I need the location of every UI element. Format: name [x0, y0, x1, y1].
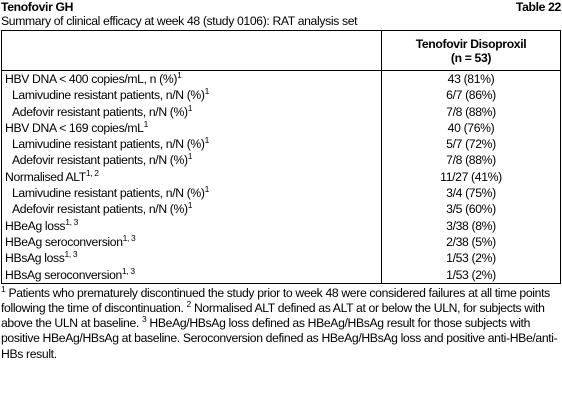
blank-header-cell: [1, 30, 382, 71]
footnote-ref: 1: [204, 86, 210, 97]
footnote-ref: 1: [187, 102, 193, 113]
row-label-cell: HBV DNA < 169 copies/mL1: [1, 118, 382, 137]
footnote-ref: 1: [204, 184, 210, 195]
sub-row: Adefovir resistant patients, n/N (%)1 3/5…: [1, 200, 561, 218]
value-cell: 11/27 (41%): [381, 168, 561, 186]
header-row: Tenofovir Disoproxil (n = 53): [1, 30, 561, 71]
row-label-cell: Adefovir resistant patients, n/N (%)1: [1, 151, 382, 169]
sub-row: Adefovir resistant patients, n/N (%)1 7/8…: [1, 102, 561, 120]
row-label-cell: Normalised ALT1, 2: [1, 167, 382, 186]
value-cell: 43 (81%): [381, 70, 561, 88]
row-label-cell: Adefovir resistant patients, n/N (%)1: [1, 200, 382, 218]
value-cell: 7/8 (88%): [381, 103, 561, 120]
row-label-cell: Adefovir resistant patients, n/N (%)1: [1, 102, 382, 120]
row-label-cell: HBsAg loss1, 3: [1, 249, 382, 267]
row-label-cell: Lamivudine resistant patients, n/N (%)1: [1, 86, 382, 104]
column-name: Tenofovir Disoproxil: [415, 37, 527, 51]
row-label: Adefovir resistant patients, n/N (%): [12, 153, 188, 168]
row-label: Lamivudine resistant patients, n/N (%): [12, 186, 205, 201]
row-label: HBV DNA < 169 copies/mL: [5, 120, 144, 135]
row: Normalised ALT1, 2 11/27 (41%): [1, 167, 561, 186]
header: Tenofovir GH Table 22: [1, 0, 561, 14]
row: HBsAg seroconversion1, 3 1/53 (2%): [1, 265, 561, 284]
footnote-number: 2: [186, 299, 192, 310]
row-label-cell: HBV DNA < 400 copies/mL, n (%)1: [1, 70, 382, 88]
row-label: HBeAg seroconversion: [5, 234, 123, 249]
row-label: HBV DNA < 400 copies/mL, n (%): [5, 72, 178, 86]
sub-row: Lamivudine resistant patients, n/N (%)1 6…: [1, 86, 561, 104]
row: HBsAg loss1, 3 1/53 (2%): [1, 249, 561, 267]
row-label-cell: HBeAg loss1, 3: [1, 216, 382, 234]
row-label: Lamivudine resistant patients, n/N (%): [12, 137, 205, 152]
row-label: Adefovir resistant patients, n/N (%): [12, 104, 188, 119]
sub-row: Lamivudine resistant patients, n/N (%)1 5…: [1, 135, 561, 153]
footnote-ref: 1, 2: [85, 167, 99, 178]
row: HBeAg seroconversion1, 3 2/38 (5%): [1, 232, 561, 251]
row-label: HBeAg loss: [5, 218, 66, 233]
caption: Summary of clinical efficacy at week 48 …: [1, 14, 358, 28]
footnote-text: Normalised ALT defined as ALT at or belo…: [1, 301, 545, 331]
value-cell: 6/7 (86%): [381, 87, 561, 104]
table-number: Table 22: [515, 0, 561, 14]
value-cell: 3/5 (60%): [381, 201, 561, 218]
value-cell: 1/53 (2%): [381, 266, 561, 284]
row: HBeAg loss1, 3 3/38 (8%): [1, 216, 561, 234]
row-label-cell: Lamivudine resistant patients, n/N (%)1: [1, 135, 382, 153]
header-title: Tenofovir GH: [1, 0, 74, 14]
sub-row: Lamivudine resistant patients, n/N (%)1 3…: [1, 184, 561, 202]
footnote-ref: 1: [177, 70, 182, 80]
value-cell: 3/4 (75%): [381, 185, 561, 202]
column-header: Tenofovir Disoproxil (n = 53): [381, 30, 561, 71]
row-label: Lamivudine resistant patients, n/N (%): [12, 88, 205, 103]
footnote-ref: 1, 3: [121, 265, 135, 276]
value-cell: 1/53 (2%): [381, 250, 561, 267]
footnote-text: HBeAg/HBsAg loss defined as HBeAg/HBsAg …: [1, 316, 558, 361]
row: HBV DNA < 400 copies/mL, n (%)1 43 (81%): [1, 70, 561, 88]
footnote-number: 3: [141, 314, 147, 325]
footnote-ref: 1, 3: [65, 216, 78, 227]
footnote-ref: 1: [204, 135, 210, 146]
row-label: Adefovir resistant patients, n/N (%): [12, 202, 188, 217]
footnote-ref: 1: [187, 200, 193, 211]
row-label-cell: HBsAg seroconversion1, 3: [1, 265, 382, 284]
row: HBV DNA < 169 copies/mL1 40 (76%): [1, 118, 561, 137]
row-label: HBsAg loss: [5, 251, 65, 266]
row-label-cell: Lamivudine resistant patients, n/N (%)1: [1, 184, 382, 202]
value-cell: 5/7 (72%): [381, 136, 561, 153]
table-body: Tenofovir Disoproxil (n = 53) HBV DNA < …: [1, 30, 561, 284]
footnote-ref: 1, 3: [64, 249, 78, 260]
column-n: (n = 53): [450, 51, 492, 65]
value-cell: 2/38 (5%): [381, 233, 561, 251]
footnote-number: 1: [1, 283, 6, 294]
row-label-cell: HBeAg seroconversion1, 3: [1, 232, 382, 251]
footnote-ref: 1, 3: [122, 232, 136, 243]
footnote-ref: 1: [143, 118, 149, 129]
footnotes: 1 Patients who prematurely discontinued …: [1, 283, 561, 362]
value-cell: 7/8 (88%): [381, 152, 561, 169]
row-label: HBsAg seroconversion: [5, 267, 122, 282]
value-cell: 40 (76%): [381, 119, 561, 137]
sub-row: Adefovir resistant patients, n/N (%)1 7/8…: [1, 151, 561, 169]
efficacy-table: Tenofovir Disoproxil (n = 53) HBV DNA < …: [1, 30, 561, 284]
footnote-text: Patients who prematurely discontinued th…: [1, 285, 550, 316]
value-cell: 3/38 (8%): [381, 217, 561, 234]
row-label: Normalised ALT: [5, 169, 86, 184]
footnote-ref: 1: [187, 151, 193, 162]
